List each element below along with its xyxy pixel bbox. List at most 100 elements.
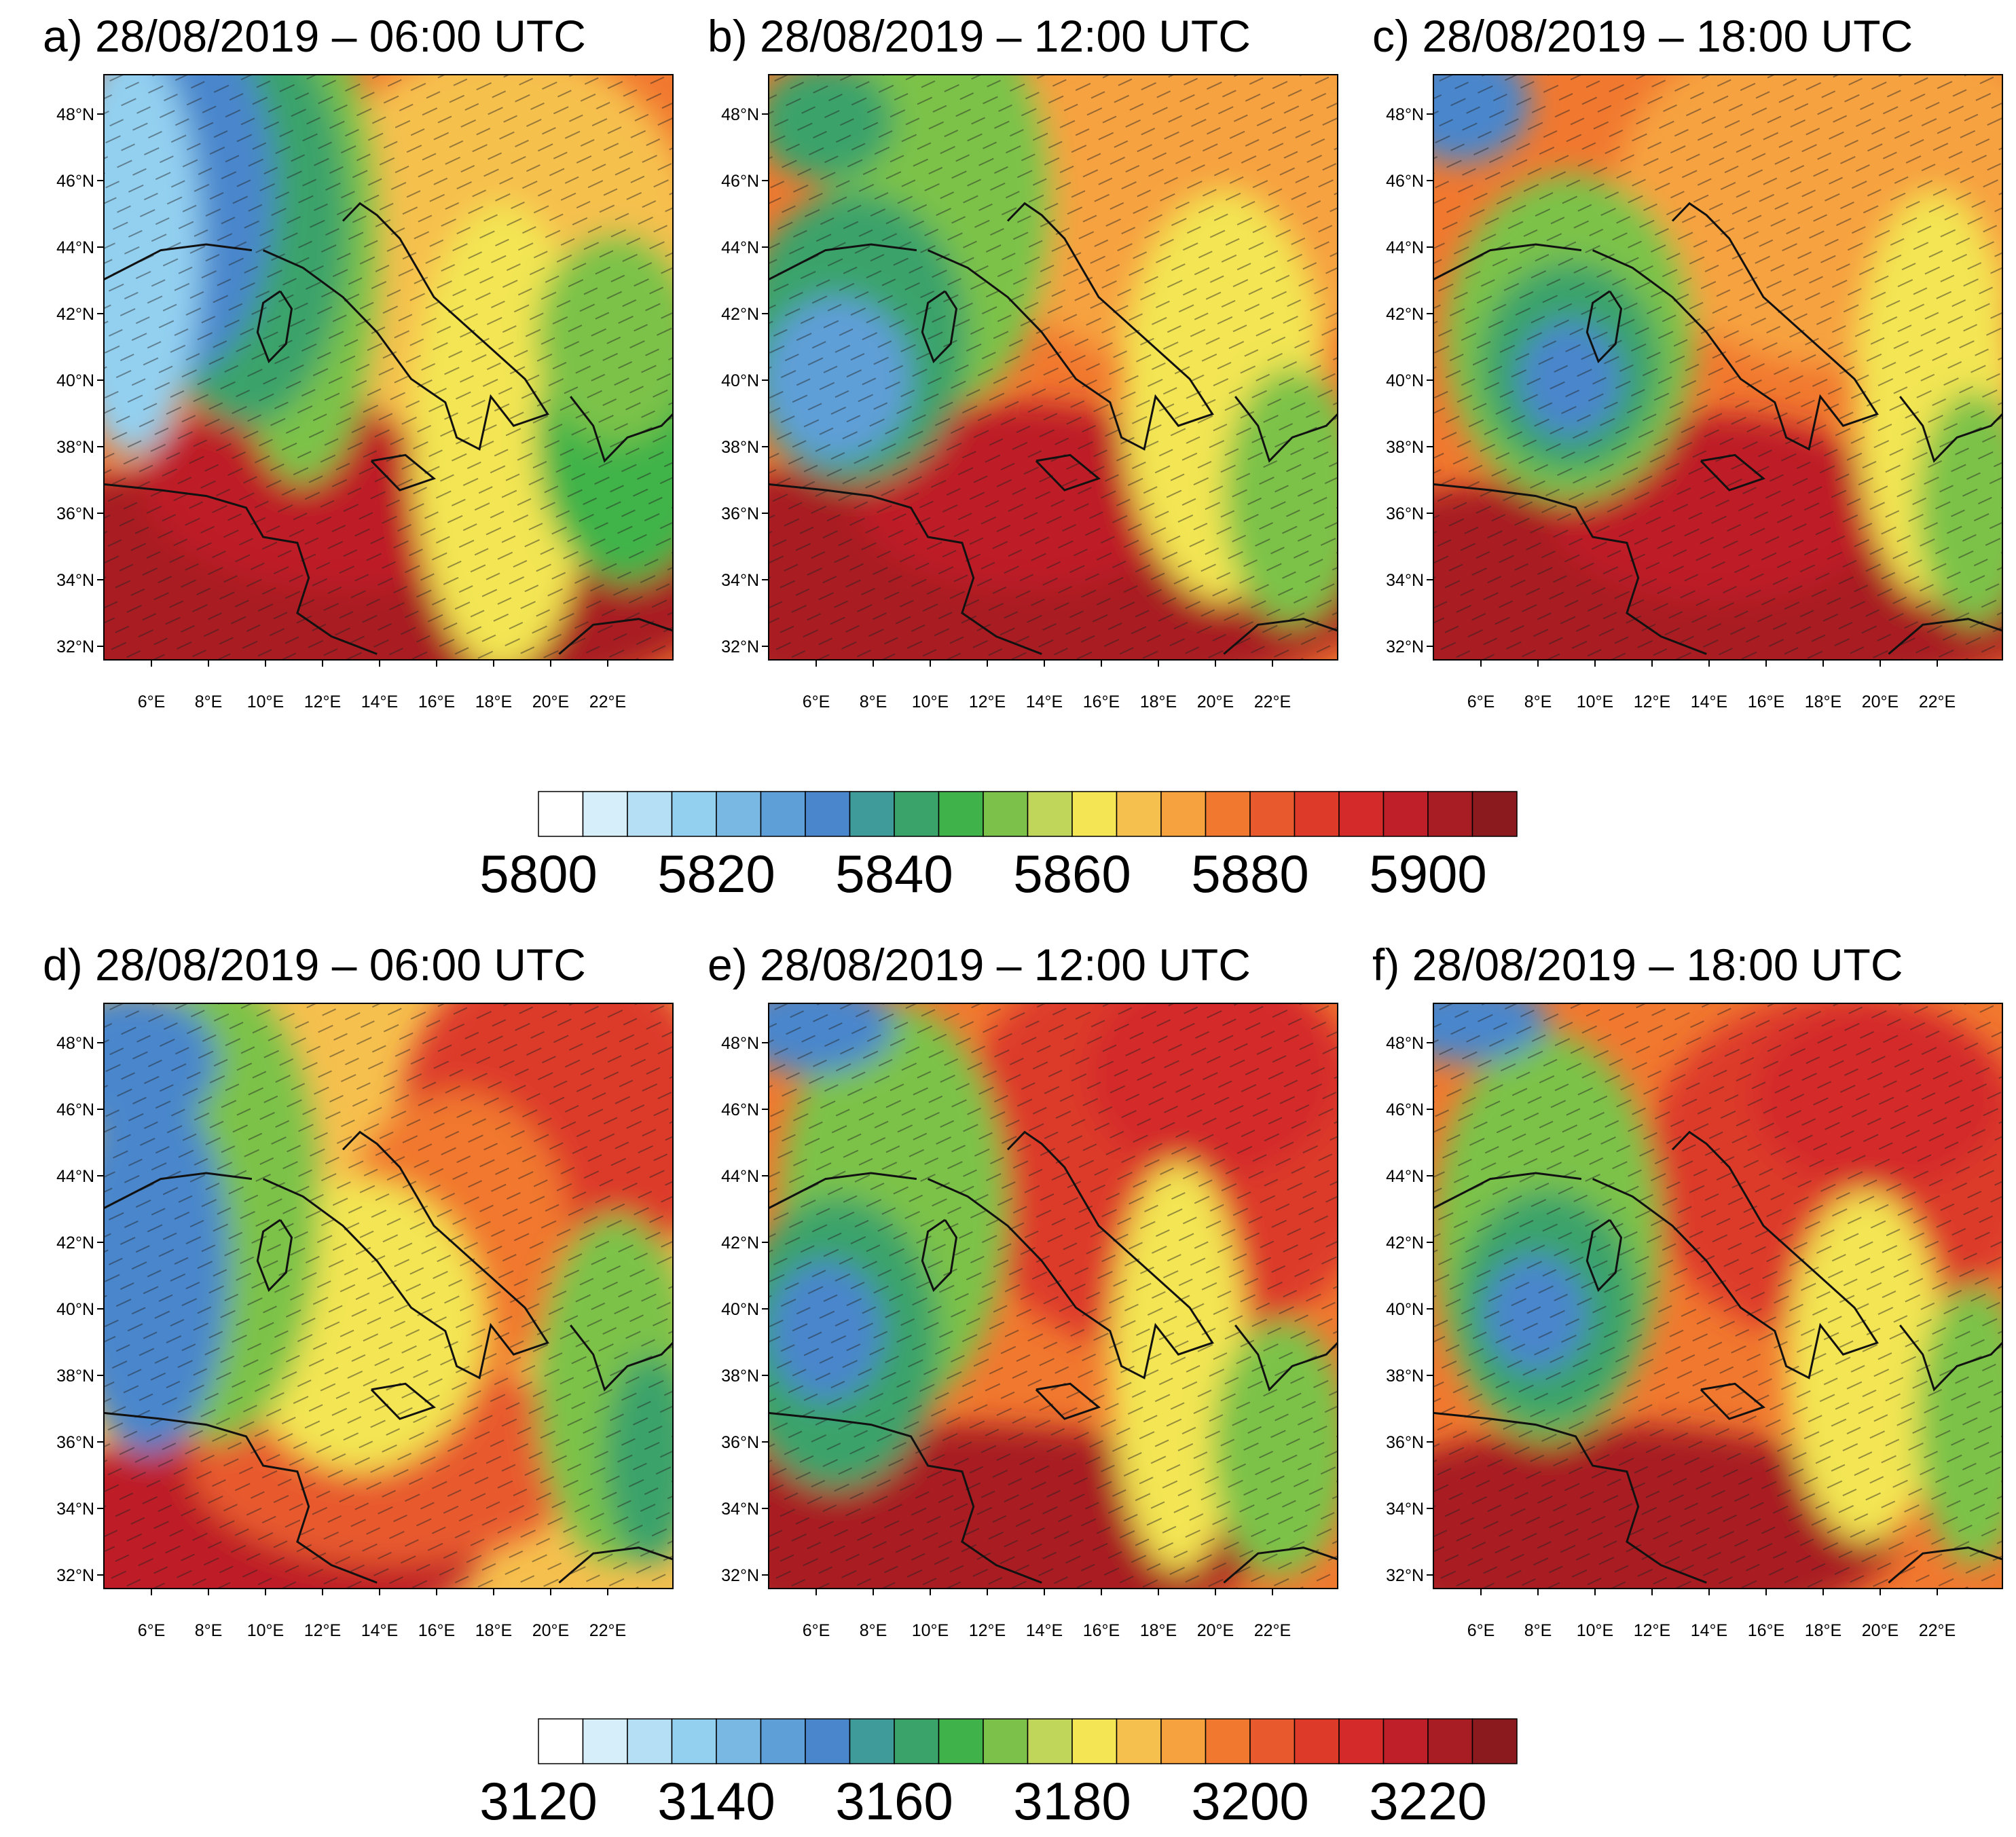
colorbar-label: 3140 [657,1771,775,1831]
coastlines [769,202,1338,655]
colorbar-swatch [1027,1718,1073,1764]
coastline [769,243,917,281]
lon-tick-label: 12°E [304,692,341,711]
lon-tick-label: 12°E [969,692,1006,711]
geopotential-field [104,75,673,660]
lon-tick-label: 22°E [1919,692,1956,711]
lat-tick-label: 34°N [721,571,759,590]
lat-tick-label: 44°N [1386,1167,1424,1186]
lon-tick-label: 18°E [1140,1621,1177,1640]
coastline [1234,396,1338,463]
colorbar-swatch [1205,1718,1251,1764]
colorbar-swatch [1382,791,1429,837]
panel-frame [1433,74,2003,661]
colorbar-swatch [805,791,851,837]
panel-datetime: 28/08/2019 – 06:00 UTC [95,940,586,990]
lat-tick-label: 36°N [1386,504,1424,523]
panel-frame [103,74,674,661]
lat-tick-label: 36°N [56,1433,94,1452]
colorbar-swatch [1205,791,1251,837]
lat-tick-label: 42°N [721,305,759,324]
coastlines [1433,1130,2002,1584]
colorbar-swatch [1338,791,1385,837]
coastline [921,290,958,364]
coastline [370,453,437,491]
lon-tick-label: 16°E [1748,692,1784,711]
panels-layer: 48°N 46°N 44°N 42°N 40°N 38°N 36°N 34°N 32°N 6°E 8… [43,11,2003,1640]
colorbar-swatch [1427,1718,1473,1764]
colorbar-swatch [805,1718,851,1764]
colorbar-label: 3120 [479,1771,598,1831]
colorbar: 3120 3140 3160 3180 3200 3220 [479,1718,1518,1831]
panel-datetime: 28/08/2019 – 12:00 UTC [760,940,1251,990]
coastline [1700,1382,1766,1420]
coastlines [1433,202,2002,655]
panel-title: c) 28/08/2019 – 18:00 UTC [1372,11,1913,61]
coastline [262,202,549,451]
lat-tick-label: 34°N [721,1500,759,1519]
map-panel: 48°N 46°N 44°N 42°N 40°N 38°N 36°N 34°N 32°N 6°E 8… [708,940,1338,1640]
lat-tick-label: 40°N [56,1300,94,1319]
lon-tick-label: 16°E [418,1621,455,1640]
lat-tick-label: 34°N [56,571,94,590]
colorbar-swatch [716,791,762,837]
geopotential-field [769,1003,1338,1589]
lon-tick-label: 18°E [1140,692,1177,711]
colorbar-label: 3180 [1013,1771,1131,1831]
lat-tick-label: 46°N [1386,1100,1424,1119]
panel-letter: c) [1372,11,1422,61]
lat-tick-label: 44°N [721,1167,759,1186]
colorbar: 5800 5820 5840 5860 5880 5900 [479,791,1518,904]
lat-tick-label: 32°N [1386,637,1424,656]
colorbar-swatch [582,1718,628,1764]
lon-tick-label: 14°E [1026,1621,1063,1640]
colorbar-swatch [1382,1718,1429,1764]
colorbar-swatch [1071,1718,1118,1764]
colorbar-swatch [1071,791,1118,837]
lon-tick-label: 22°E [1919,1621,1956,1640]
lon-tick-label: 6°E [803,1621,830,1640]
lon-tick-label: 8°E [1524,692,1552,711]
lon-tick-label: 22°E [589,1621,626,1640]
colorbar-label: 5880 [1191,844,1309,904]
colorbar-swatch [1338,1718,1385,1764]
lon-tick-label: 20°E [1197,692,1234,711]
lon-tick-label: 12°E [1634,692,1670,711]
lon-tick-label: 10°E [1577,692,1613,711]
coastline [769,1411,1042,1584]
colorbar-label: 5820 [657,844,775,904]
lon-tick-label: 16°E [1748,1621,1784,1640]
coastlines [104,202,673,655]
colorbar-swatch [894,1718,940,1764]
coastline [1586,1219,1623,1293]
wind-barbs [104,1003,673,1589]
coastline [1433,243,1582,281]
lat-tick-label: 40°N [1386,371,1424,390]
lon-tick-label: 8°E [195,692,223,711]
coastline [256,290,293,364]
colorbar-swatch [1471,1718,1518,1764]
colorbar-swatch [849,791,895,837]
colorbar-label: 3160 [835,1771,953,1831]
colorbar-swatch [671,791,717,837]
lon-tick-label: 8°E [1524,1621,1552,1640]
lon-tick-label: 14°E [1026,692,1063,711]
lon-tick-label: 14°E [1691,692,1727,711]
lat-tick-label: 42°N [1386,1233,1424,1252]
panel-title: b) 28/08/2019 – 12:00 UTC [708,11,1251,61]
panel-datetime: 28/08/2019 – 18:00 UTC [1422,11,1913,61]
lat-tick-label: 46°N [56,1100,94,1119]
coastline [1888,618,2002,655]
lat-tick-label: 48°N [56,105,94,124]
lon-tick-label: 20°E [532,692,569,711]
lon-tick-label: 12°E [969,1621,1006,1640]
panel-datetime: 28/08/2019 – 18:00 UTC [1412,940,1903,990]
lat-tick-label: 38°N [1386,1367,1424,1386]
panel-title: d) 28/08/2019 – 06:00 UTC [43,940,586,990]
colorbar-label: 5840 [835,844,953,904]
lon-tick-label: 10°E [247,1621,284,1640]
lat-tick-label: 46°N [721,172,759,191]
lat-tick-label: 42°N [56,305,94,324]
colorbar-label: 5800 [479,844,598,904]
colorbar-label: 5900 [1369,844,1487,904]
